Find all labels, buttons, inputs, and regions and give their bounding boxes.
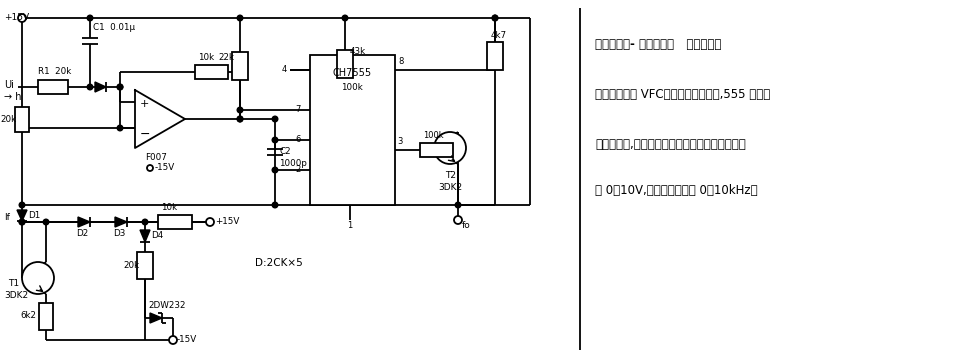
Bar: [310, 55, 395, 205]
Circle shape: [492, 15, 498, 21]
Text: C1  0.01μ: C1 0.01μ: [93, 23, 135, 33]
Circle shape: [117, 84, 123, 90]
Text: 3DK2: 3DK2: [4, 290, 28, 299]
Bar: [487, 42, 503, 70]
Circle shape: [22, 262, 54, 294]
Text: 10k: 10k: [198, 53, 214, 62]
Circle shape: [237, 15, 243, 21]
Text: 1: 1: [347, 220, 352, 229]
Text: C2: C2: [279, 148, 291, 157]
Text: T1: T1: [8, 279, 20, 288]
Text: 2: 2: [295, 165, 301, 174]
Bar: [337, 50, 353, 78]
Text: D1: D1: [28, 210, 40, 219]
Text: 8: 8: [398, 57, 403, 66]
Bar: [158, 215, 192, 229]
Text: D4: D4: [151, 232, 163, 241]
Text: D:2CK×5: D:2CK×5: [255, 258, 303, 268]
Text: 稳态触发器,晶体管构成恒流电路。输入电压范围: 稳态触发器,晶体管构成恒流电路。输入电压范围: [595, 139, 746, 151]
Circle shape: [142, 219, 147, 225]
Text: 3DK2: 3DK2: [438, 183, 462, 192]
Text: 43k: 43k: [350, 47, 366, 56]
Circle shape: [237, 116, 243, 122]
Text: -15V: -15V: [155, 163, 176, 173]
Bar: [232, 52, 248, 80]
Text: 20k: 20k: [123, 261, 140, 270]
Text: 3: 3: [397, 137, 402, 146]
Circle shape: [454, 216, 462, 224]
Circle shape: [272, 167, 278, 173]
Circle shape: [237, 107, 243, 113]
Bar: [38, 80, 68, 94]
Circle shape: [117, 125, 123, 131]
Bar: [15, 107, 29, 132]
Text: 高精度电压- 频率转换器   此电路是一: 高精度电压- 频率转换器 此电路是一: [595, 38, 721, 51]
Text: 20k: 20k: [0, 115, 17, 123]
Text: 10k: 10k: [161, 204, 177, 213]
Polygon shape: [78, 217, 90, 227]
Polygon shape: [115, 217, 127, 227]
Polygon shape: [150, 313, 162, 323]
Text: 4: 4: [282, 65, 287, 75]
Circle shape: [18, 14, 26, 22]
Bar: [137, 252, 153, 279]
Circle shape: [272, 137, 278, 143]
Text: +15V: +15V: [215, 218, 239, 227]
Bar: [420, 143, 453, 157]
Circle shape: [206, 218, 214, 226]
Text: 100k: 100k: [423, 131, 444, 140]
Circle shape: [492, 15, 498, 21]
Text: R1  20k: R1 20k: [38, 67, 71, 76]
Text: 7: 7: [295, 106, 301, 115]
Text: 为 0～10V,输出频率范围为 0～10kHz。: 为 0～10V,输出频率范围为 0～10kHz。: [595, 183, 757, 196]
Text: CH7555: CH7555: [333, 68, 372, 78]
Bar: [195, 65, 228, 79]
Polygon shape: [135, 90, 185, 148]
Circle shape: [343, 15, 347, 21]
Text: 2DW232: 2DW232: [148, 302, 185, 311]
Circle shape: [272, 116, 278, 122]
Text: T2: T2: [445, 172, 456, 181]
Text: D3: D3: [113, 229, 125, 238]
Polygon shape: [17, 210, 27, 221]
Text: -15V: -15V: [177, 336, 197, 345]
Text: If: If: [4, 214, 10, 223]
Circle shape: [87, 84, 93, 90]
Text: fo: fo: [462, 220, 470, 229]
Circle shape: [147, 165, 153, 171]
Text: → h: → h: [4, 92, 21, 102]
Polygon shape: [140, 230, 150, 242]
Circle shape: [20, 219, 24, 225]
Text: 22k: 22k: [218, 53, 234, 62]
Circle shape: [455, 202, 461, 208]
Text: +15V: +15V: [4, 14, 29, 23]
Circle shape: [434, 132, 466, 164]
Circle shape: [117, 84, 123, 90]
Text: 6k2: 6k2: [20, 312, 36, 321]
Circle shape: [237, 116, 243, 122]
Circle shape: [43, 219, 49, 225]
Circle shape: [20, 219, 24, 225]
Text: 个电荷平衡型 VFC。运放构成积分器,555 构成单: 个电荷平衡型 VFC。运放构成积分器,555 构成单: [595, 89, 770, 102]
Text: D2: D2: [76, 229, 88, 238]
Text: 100k: 100k: [342, 83, 363, 92]
Text: −: −: [140, 127, 150, 140]
Text: +: +: [140, 99, 149, 109]
Circle shape: [87, 15, 93, 21]
Text: 4k7: 4k7: [491, 31, 508, 39]
Text: 1000p: 1000p: [279, 159, 306, 168]
Circle shape: [169, 336, 177, 344]
Circle shape: [20, 202, 24, 208]
Text: F007: F007: [145, 154, 167, 163]
Circle shape: [272, 202, 278, 208]
Polygon shape: [95, 82, 106, 92]
Text: 6: 6: [295, 135, 301, 145]
Bar: [39, 303, 53, 330]
Text: Ui: Ui: [4, 80, 14, 90]
